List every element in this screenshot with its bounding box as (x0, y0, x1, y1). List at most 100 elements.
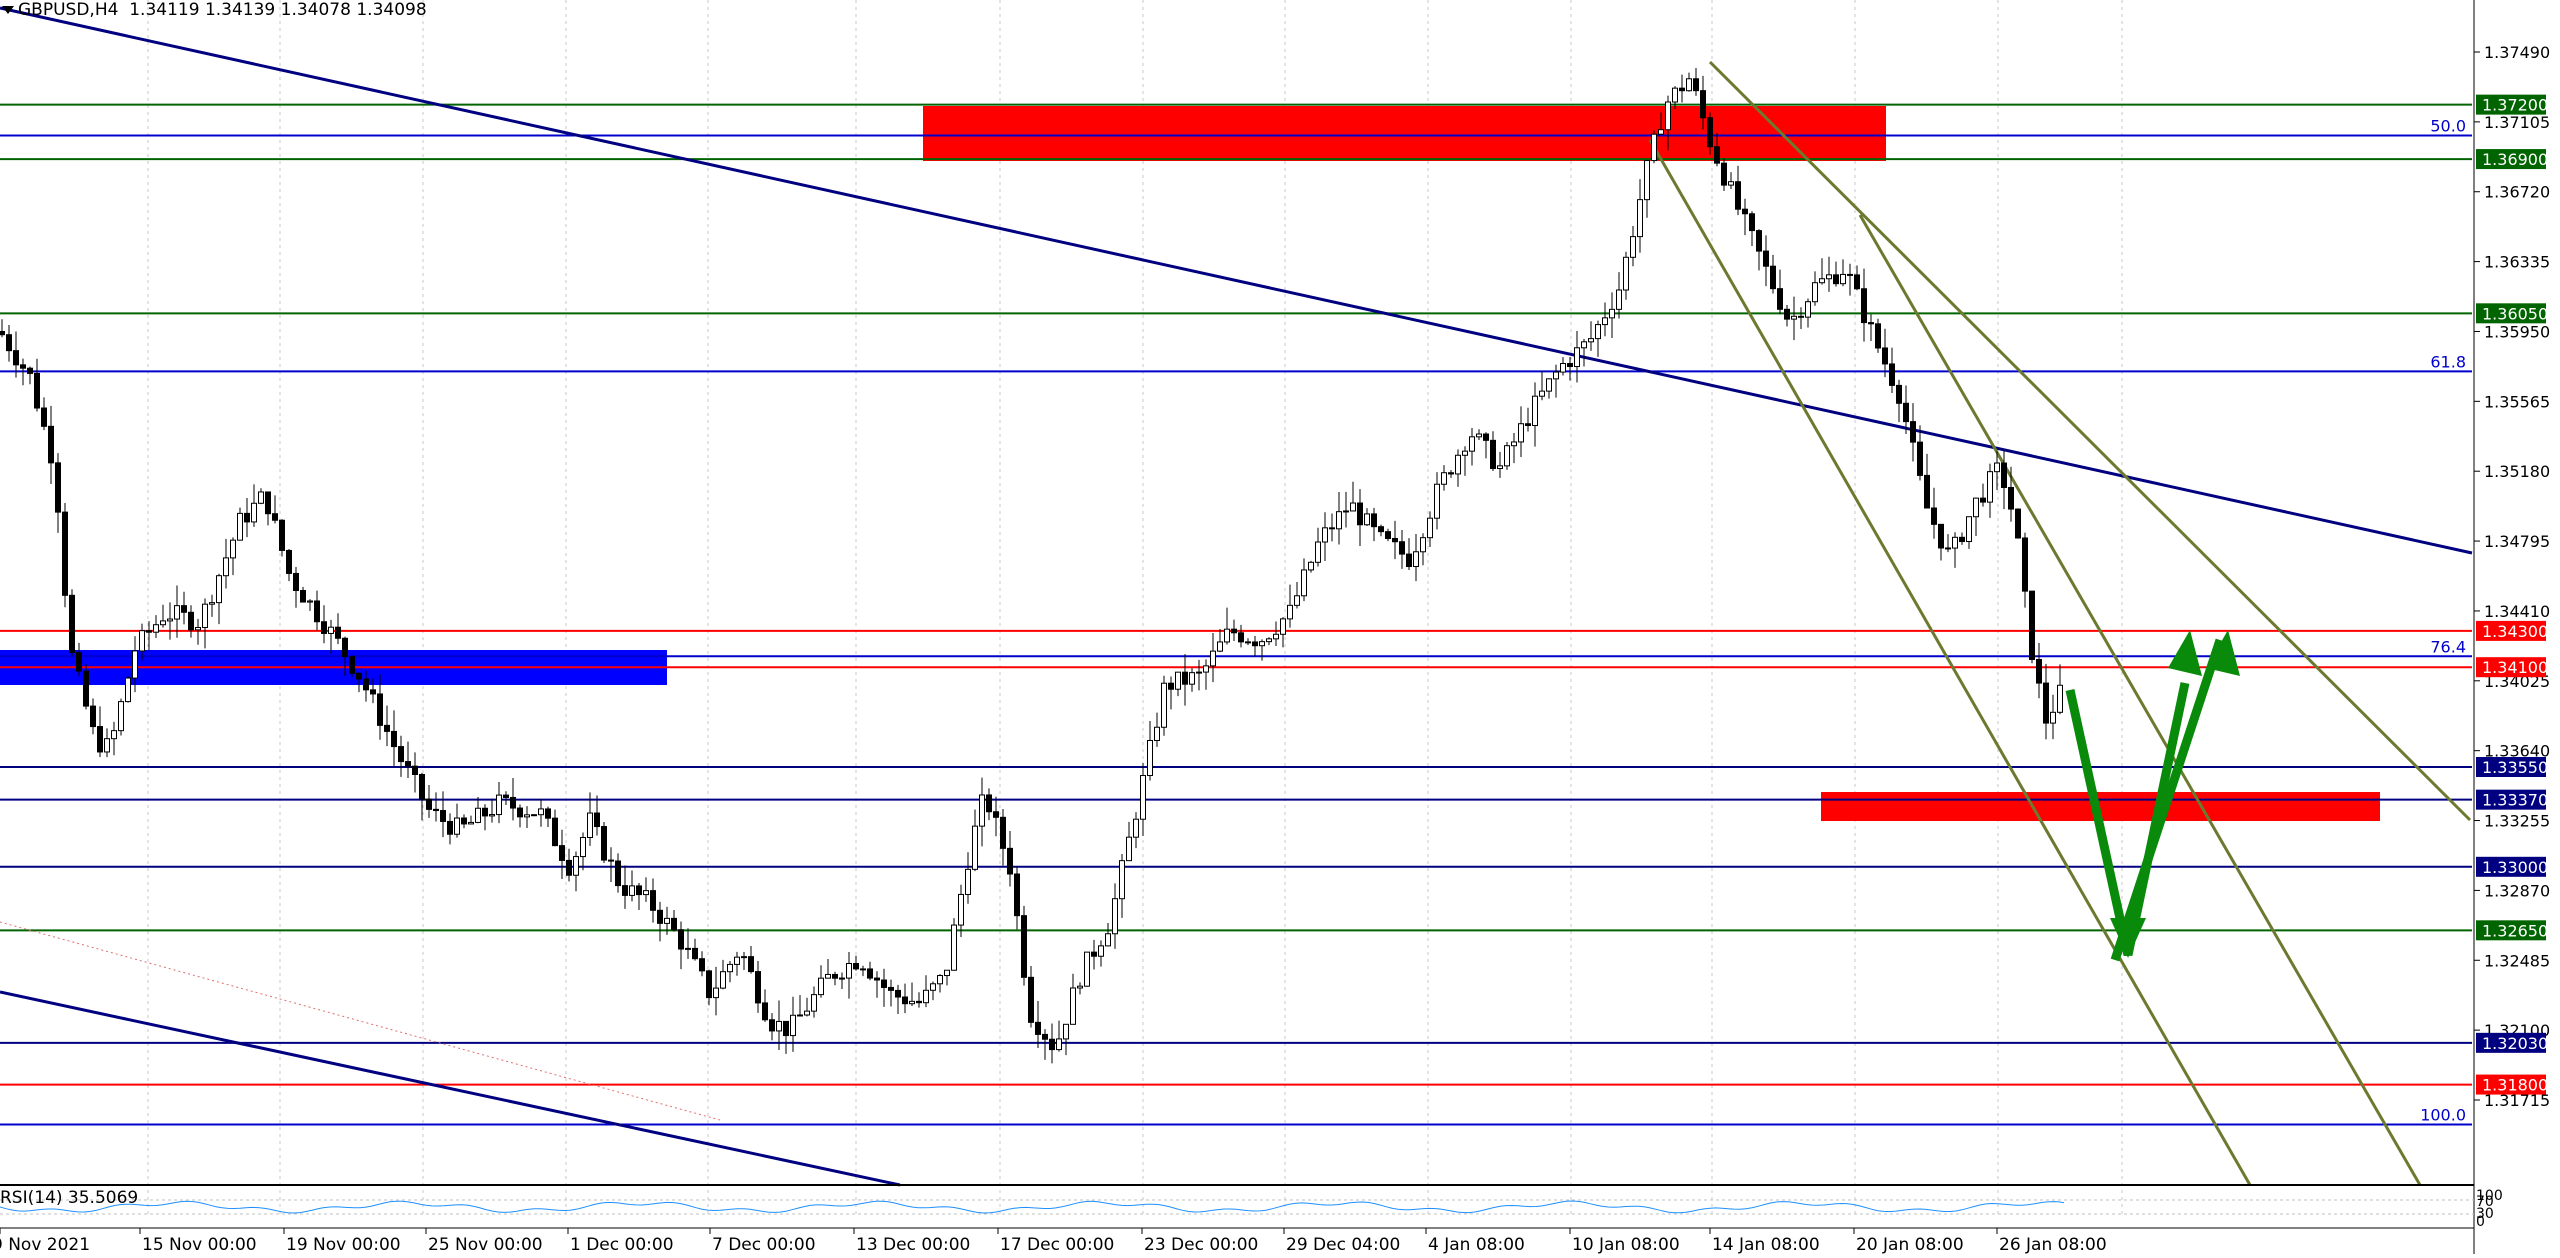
candle-body (321, 621, 327, 634)
candle-body (1539, 390, 1545, 397)
candle-body (1980, 497, 1986, 503)
candle-body (293, 572, 299, 591)
candle-body (993, 811, 999, 818)
candle-body (1903, 402, 1909, 423)
price-tick-label: 1.36335 (2484, 253, 2550, 272)
candle-body (1770, 265, 1776, 290)
candle-body (797, 1014, 803, 1017)
time-tick-label: 10 Jan 08:00 (1572, 1235, 1680, 1254)
candle-body (1021, 915, 1027, 978)
fibo-label: 76.4 (2430, 637, 2466, 656)
candle-body (538, 808, 544, 816)
candle-body (615, 860, 621, 887)
candle-body (1945, 547, 1951, 550)
candle-body (363, 678, 369, 691)
arrow-head-down (2110, 918, 2146, 958)
candle-body (776, 1020, 782, 1032)
candle-body (139, 630, 145, 652)
candle-body (1070, 987, 1076, 1025)
candle-body (2022, 537, 2028, 592)
level-price-tag (2476, 657, 2546, 678)
candle-body (1224, 628, 1230, 643)
candle-body (1525, 423, 1531, 427)
candle-body (1686, 78, 1692, 92)
level-price-tag (2476, 856, 2546, 877)
candle-body (1756, 230, 1762, 252)
candle-body (412, 765, 418, 775)
candle-body (209, 602, 215, 605)
candle-body (1553, 371, 1559, 380)
candle-body (1049, 1038, 1055, 1051)
candle-body (41, 407, 47, 427)
candle-body (930, 983, 936, 991)
candle-body (1280, 618, 1286, 635)
candle-body (104, 738, 110, 753)
candle-body (265, 491, 271, 515)
rsi-label: RSI(14) 35.5069 (0, 1188, 139, 1208)
candle-body (356, 672, 362, 680)
candle-body (2029, 590, 2035, 660)
candle-body (454, 817, 460, 835)
candle-body (489, 814, 495, 817)
candle-body (1399, 541, 1405, 555)
fibo-label: 61.8 (2430, 352, 2466, 371)
candle-body (230, 539, 236, 559)
candle-body (1910, 421, 1916, 443)
time-tick-label: 4 Jan 08:00 (1428, 1235, 1525, 1254)
time-tick-label: 15 Nov 00:00 (142, 1235, 257, 1254)
candle-body (1105, 933, 1111, 947)
candle-body (685, 947, 691, 950)
candle-body (20, 364, 26, 369)
candle-body (1567, 363, 1573, 368)
candle-body (118, 701, 124, 732)
candle-body (62, 511, 68, 596)
level-price-tag (2476, 149, 2546, 170)
candle-body (1721, 162, 1727, 186)
candle-body (517, 807, 523, 818)
candle-body (832, 973, 838, 979)
candle-body (258, 491, 264, 504)
candle-body (286, 549, 292, 574)
candle-body (1336, 511, 1342, 530)
candle-body (1056, 1038, 1062, 1051)
candle-body (1630, 236, 1636, 258)
candle-body (1035, 1021, 1041, 1035)
candle-body (1931, 507, 1937, 525)
candle-body (377, 693, 383, 726)
candle-body (1833, 274, 1839, 285)
fibo-label: 100.0 (2420, 1105, 2466, 1124)
candle-body (83, 670, 89, 707)
candle-body (1861, 288, 1867, 324)
candle-body (1784, 308, 1790, 320)
candle-body (1882, 347, 1888, 365)
arrow-head-up-1 (2168, 630, 2202, 676)
candle-body (503, 794, 509, 798)
forecast-arrows (2065, 630, 2240, 962)
candle-body (419, 773, 425, 800)
candle-body (1469, 436, 1475, 452)
candle-body (916, 1000, 922, 1004)
candle-body (1602, 317, 1608, 326)
candle-body (1217, 641, 1223, 652)
candle-body (706, 970, 712, 999)
price-tick-label: 1.33255 (2484, 812, 2550, 831)
candle-body (468, 821, 474, 825)
candle-body (307, 600, 313, 603)
candle-body (27, 367, 33, 374)
candle-body (867, 968, 873, 979)
candle-body (818, 977, 824, 996)
candle-body (1161, 682, 1167, 728)
candle-body (1973, 497, 1979, 518)
candle-body (1511, 441, 1517, 447)
candle-body (769, 1019, 775, 1032)
candle-body (1147, 739, 1153, 777)
time-tick-label: 14 Jan 08:00 (1712, 1235, 1820, 1254)
candle-body (1196, 671, 1202, 674)
price-tick-label: 1.34795 (2484, 532, 2550, 551)
candle-body (1679, 87, 1685, 92)
dropdown-icon[interactable] (2, 6, 14, 14)
candle-body (965, 868, 971, 895)
candle-body (1574, 347, 1580, 368)
